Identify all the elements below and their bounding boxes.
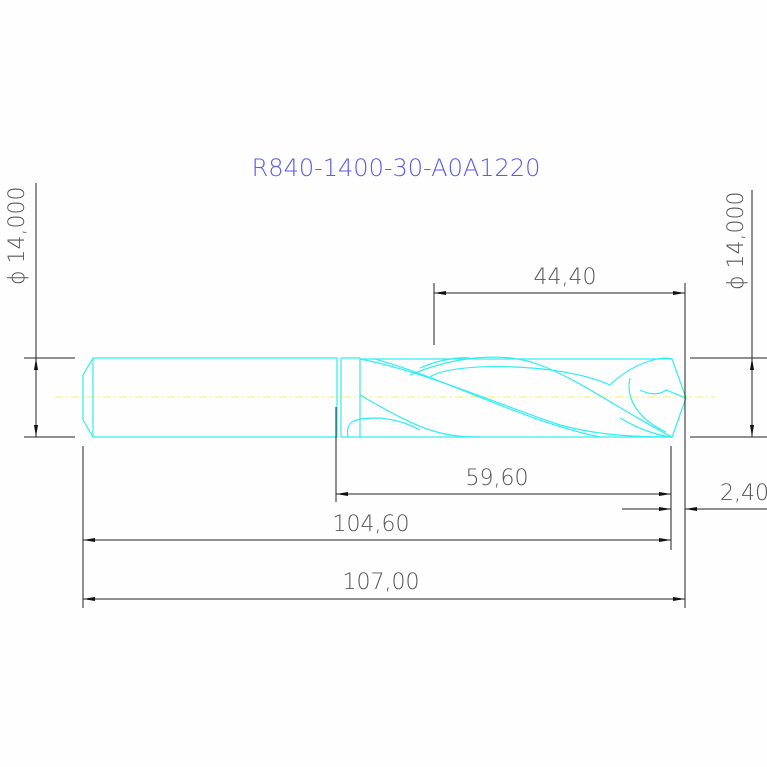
dimension-body-diameter: ϕ 14,000 [690,190,767,438]
shank-diameter-label: ϕ 14,000 [5,187,30,285]
drill-outline [82,356,687,438]
part-number-title: R840-1400-30-A0A1220 [252,154,541,182]
flute-length-label: 44,40 [534,265,597,290]
dimension-length-to-shoulder: 104,60 [83,512,671,542]
overall-length-label: 107,00 [343,570,420,595]
dimension-shank-diameter: ϕ 14,000 [5,183,75,438]
tip-length-label: 2,40 [720,481,767,506]
length-to-shoulder-label: 104,60 [333,512,410,537]
dimension-tip-length: 2,40 [622,481,767,511]
body-diameter-label: ϕ 14,000 [724,192,749,290]
body-length-label: 59,60 [466,466,529,491]
dimension-body-length: 59,60 [336,466,671,496]
dimension-flute-length: 44,40 [434,265,685,295]
dimension-overall-length: 107,00 [83,570,685,601]
